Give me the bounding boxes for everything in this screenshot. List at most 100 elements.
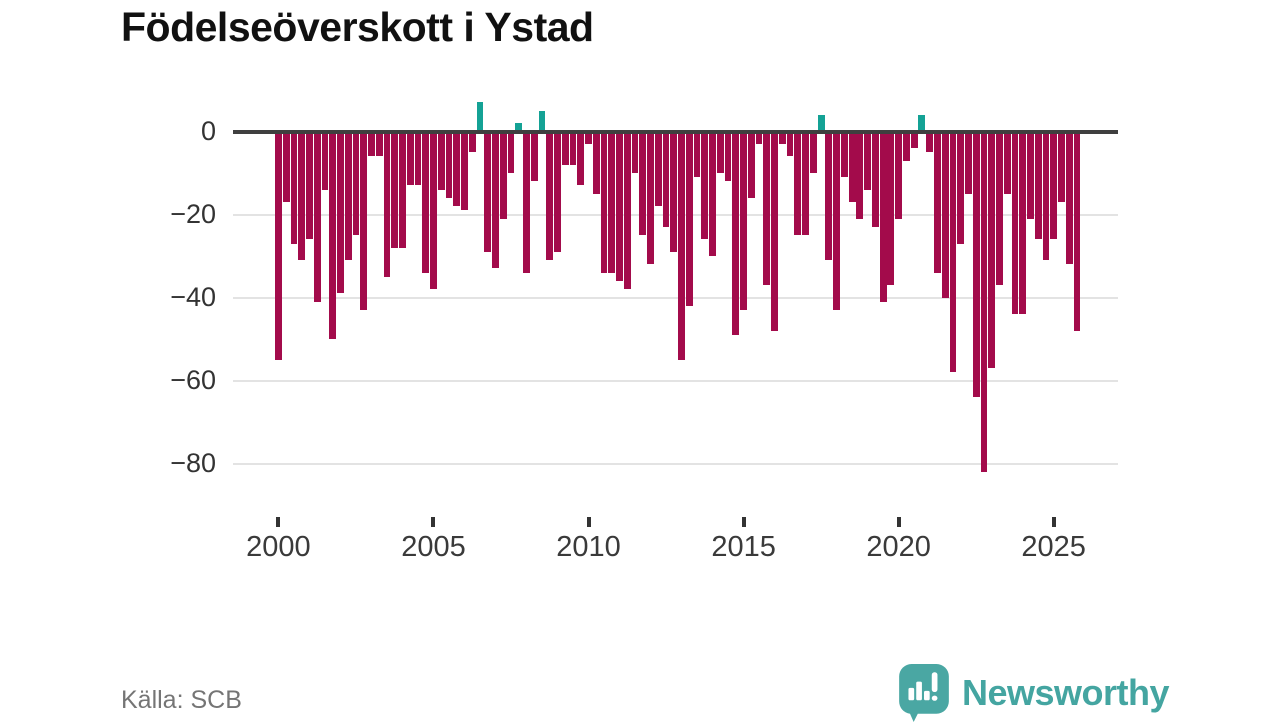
y-axis-label: 0 — [200, 115, 216, 146]
bar-2000-Q3 — [290, 131, 298, 244]
y-axis-label: −80 — [170, 447, 216, 478]
x-axis-tick-2000 — [276, 517, 281, 527]
bar-2002-Q4 — [360, 131, 368, 310]
gridline--60 — [233, 379, 1118, 382]
bar-2007-Q3 — [507, 131, 515, 173]
bar-2024-Q2 — [1027, 131, 1034, 219]
bar-2000-Q1 — [275, 131, 282, 360]
bar-2023-Q4 — [1011, 131, 1019, 315]
bar-2014-Q2 — [716, 131, 724, 173]
bar-2014-Q3 — [724, 131, 732, 182]
bar-2010-Q2 — [592, 131, 600, 194]
bar-2015-Q4 — [763, 131, 771, 286]
bar-2015-Q2 — [747, 131, 755, 198]
bar-2003-Q1 — [368, 131, 375, 157]
bar-2025-Q3 — [1065, 131, 1073, 265]
bar-2017-Q1 — [802, 131, 809, 236]
bar-2025-Q2 — [1058, 131, 1065, 203]
bar-2025-Q4 — [1073, 131, 1081, 331]
bar-2013-Q1 — [678, 131, 685, 360]
bar-2014-Q1 — [709, 131, 716, 256]
bar-2015-Q1 — [740, 131, 747, 310]
bar-2016-Q2 — [778, 131, 786, 144]
x-axis-label-2020: 2020 — [866, 531, 931, 563]
bar-2023-Q2 — [996, 131, 1003, 286]
plot-area: 0 −20 −40 −60 −80 2000 2005 2010 2015 2020 2025 — [170, 102, 1118, 563]
bar-2003-Q2 — [375, 131, 383, 157]
bar-2019-Q2 — [871, 131, 879, 227]
bar-2021-Q3 — [941, 131, 949, 298]
bar-2024-Q4 — [1042, 131, 1050, 261]
bar-2006-Q2 — [468, 131, 476, 153]
bar-2020-Q3 — [910, 131, 918, 149]
bar-2007-Q2 — [499, 131, 507, 219]
bar-2012-Q1 — [647, 131, 654, 265]
bar-2009-Q4 — [577, 131, 585, 186]
x-axis-tick-2015 — [741, 517, 746, 527]
bar-2017-Q4 — [825, 131, 833, 261]
newsworthy-wordmark: Newsworthy — [962, 672, 1170, 713]
source-note: Källa: SCB — [121, 686, 242, 714]
bar-2017-Q2 — [809, 131, 817, 173]
bar-2022-Q1 — [957, 131, 965, 244]
bar-2005-Q2 — [437, 131, 445, 190]
bar-2005-Q4 — [453, 131, 461, 207]
x-axis-label-2010: 2010 — [556, 531, 621, 563]
bar-2020-Q1 — [895, 131, 903, 219]
bar-2001-Q1 — [306, 131, 313, 240]
bar-2004-Q2 — [406, 131, 414, 186]
x-axis-tick-2005 — [431, 517, 436, 527]
x-axis-tick-2020 — [896, 517, 901, 527]
bar-2007-Q1 — [492, 131, 499, 269]
bar-2021-Q2 — [934, 131, 941, 273]
bar-2011-Q1 — [616, 131, 623, 281]
bar-2000-Q2 — [282, 131, 290, 203]
newsworthy-logo: Newsworthy — [898, 664, 1170, 722]
bar-2024-Q3 — [1034, 131, 1042, 240]
bar-2003-Q4 — [391, 131, 399, 248]
bar-2000-Q4 — [298, 131, 306, 261]
y-axis-label: −40 — [170, 281, 216, 312]
bar-2021-Q4 — [949, 131, 957, 373]
bar-2008-Q4 — [546, 131, 554, 261]
bar-2022-Q3 — [972, 131, 980, 398]
bar-2009-Q3 — [569, 131, 577, 165]
newsworthy-speech-bubble-barchart-icon — [899, 664, 949, 722]
bar-2013-Q3 — [693, 131, 701, 178]
bar-2012-Q3 — [662, 131, 670, 227]
y-axis-label: −20 — [170, 198, 216, 229]
chart-title: Födelseöverskott i Ystad — [121, 4, 594, 50]
bar-2011-Q4 — [639, 131, 647, 236]
y-axis-label: −60 — [170, 364, 216, 395]
gridline--80 — [233, 462, 1118, 465]
bar-2014-Q4 — [732, 131, 740, 335]
bar-2005-Q3 — [445, 131, 453, 198]
bar-2006-Q1 — [461, 131, 468, 211]
bar-2010-Q1 — [585, 131, 592, 144]
bar-2003-Q3 — [383, 131, 391, 277]
bar-2009-Q1 — [554, 131, 561, 252]
bar-2012-Q4 — [670, 131, 678, 252]
bar-2018-Q2 — [840, 131, 848, 178]
bar-2002-Q2 — [344, 131, 352, 261]
bar-2025-Q1 — [1050, 131, 1058, 240]
bar-2004-Q4 — [422, 131, 430, 273]
bar-2020-Q4 — [918, 114, 926, 132]
bar-2020-Q2 — [902, 131, 910, 161]
x-axis-label-2005: 2005 — [401, 531, 466, 563]
bar-2018-Q4 — [856, 131, 864, 219]
bar-2002-Q1 — [337, 131, 344, 294]
bar-2002-Q3 — [352, 131, 360, 236]
bar-2011-Q3 — [631, 131, 639, 173]
zero-axis-line — [233, 129, 1118, 134]
bar-2001-Q2 — [313, 131, 321, 302]
bar-2006-Q3 — [476, 102, 484, 132]
bar-2015-Q3 — [755, 131, 763, 144]
bar-2011-Q2 — [623, 131, 631, 290]
bar-2004-Q1 — [399, 131, 406, 248]
bar-2010-Q4 — [608, 131, 616, 273]
bar-2008-Q1 — [523, 131, 530, 273]
bar-2016-Q1 — [771, 131, 778, 331]
bar-2018-Q3 — [848, 131, 856, 203]
bar-2017-Q3 — [817, 114, 825, 132]
